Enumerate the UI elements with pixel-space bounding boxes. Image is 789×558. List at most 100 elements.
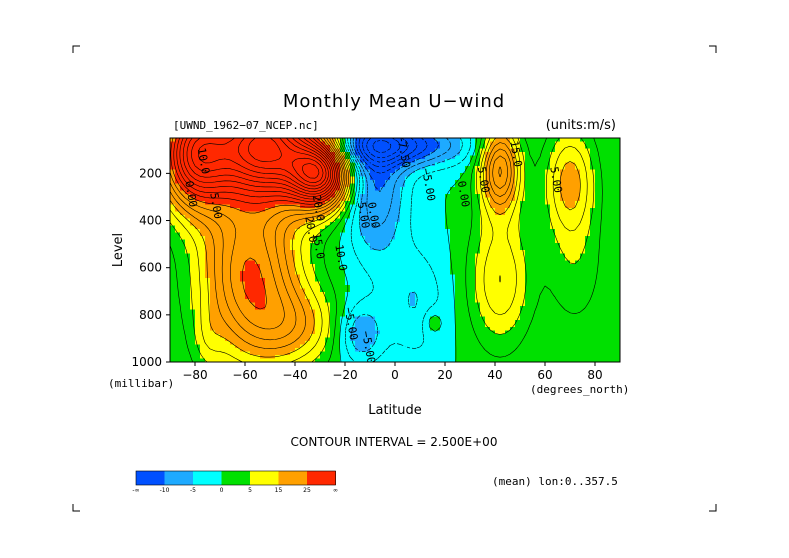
field-cell <box>520 267 526 272</box>
field-cell <box>430 239 436 244</box>
field-cell <box>580 274 586 279</box>
field-cell <box>250 299 256 304</box>
field-cell <box>335 285 341 290</box>
field-cell <box>220 218 226 223</box>
field-cell <box>215 162 221 167</box>
field-cell <box>305 250 311 255</box>
field-cell <box>475 218 481 223</box>
field-cell <box>440 180 446 185</box>
field-cell <box>215 155 221 160</box>
field-cell <box>345 173 351 178</box>
field-cell <box>515 320 521 325</box>
field-cell <box>500 180 506 185</box>
field-cell <box>410 232 416 237</box>
field-cell <box>585 190 591 195</box>
field-cell <box>420 299 426 304</box>
field-cell <box>390 138 396 143</box>
field-cell <box>220 215 226 220</box>
field-cell <box>215 225 221 230</box>
field-cell <box>230 330 236 335</box>
field-cell <box>440 176 446 181</box>
field-cell <box>215 236 221 241</box>
field-cell <box>285 246 291 251</box>
field-cell <box>430 260 436 265</box>
field-cell <box>610 316 616 321</box>
field-cell <box>535 274 541 279</box>
field-cell <box>585 180 591 185</box>
field-cell <box>520 253 526 258</box>
field-cell <box>280 327 286 332</box>
field-cell <box>295 190 301 195</box>
field-cell <box>585 225 591 230</box>
field-cell <box>330 295 336 300</box>
field-cell <box>480 250 486 255</box>
field-cell <box>335 145 341 150</box>
field-cell <box>480 281 486 286</box>
field-cell <box>595 204 601 209</box>
field-cell <box>455 271 461 276</box>
field-cell <box>455 309 461 314</box>
field-cell <box>225 243 231 248</box>
field-cell <box>575 320 581 325</box>
field-cell <box>345 236 351 241</box>
field-cell <box>180 183 186 188</box>
field-cell <box>460 169 466 174</box>
field-cell <box>575 197 581 202</box>
field-cell <box>280 145 286 150</box>
field-cell <box>525 180 531 185</box>
field-cell <box>430 204 436 209</box>
field-cell <box>505 204 511 209</box>
field-cell <box>600 316 606 321</box>
field-cell <box>575 218 581 223</box>
field-cell <box>205 330 211 335</box>
field-cell <box>250 330 256 335</box>
field-cell <box>565 271 571 276</box>
field-cell <box>190 288 196 293</box>
field-cell <box>575 264 581 269</box>
field-cell <box>240 218 246 223</box>
field-cell <box>360 138 366 143</box>
field-cell <box>505 218 511 223</box>
field-cell <box>605 260 611 265</box>
field-cell <box>615 176 620 181</box>
field-cell <box>420 264 426 269</box>
field-cell <box>530 187 536 192</box>
field-cell <box>590 281 596 286</box>
field-cell <box>235 285 241 290</box>
field-cell <box>615 260 620 265</box>
field-cell <box>240 323 246 328</box>
field-cell <box>460 187 466 192</box>
field-cell <box>180 327 186 332</box>
field-cell <box>555 309 561 314</box>
field-cell <box>490 257 496 262</box>
field-cell <box>295 138 301 143</box>
field-cell <box>205 243 211 248</box>
field-cell <box>190 204 196 209</box>
field-cell <box>490 250 496 255</box>
field-cell <box>455 288 461 293</box>
field-cell <box>535 320 541 325</box>
field-cell <box>320 316 326 321</box>
field-cell <box>565 215 571 220</box>
field-cell <box>415 208 421 213</box>
field-cell <box>415 323 421 328</box>
field-cell <box>280 246 286 251</box>
field-cell <box>235 162 241 167</box>
field-cell <box>405 218 411 223</box>
field-cell <box>600 152 606 157</box>
field-cell <box>520 208 526 213</box>
field-cell <box>355 236 361 241</box>
field-cell <box>540 159 546 164</box>
field-cell <box>495 215 501 220</box>
field-cell <box>545 292 551 297</box>
field-cell <box>265 180 271 185</box>
field-cell <box>310 141 316 146</box>
field-cell <box>480 138 486 143</box>
field-cell <box>355 229 361 234</box>
field-cell <box>570 211 576 216</box>
field-cell <box>465 183 471 188</box>
field-cell <box>505 285 511 290</box>
field-cell <box>570 183 576 188</box>
field-cell <box>455 222 461 227</box>
field-cell <box>230 281 236 286</box>
